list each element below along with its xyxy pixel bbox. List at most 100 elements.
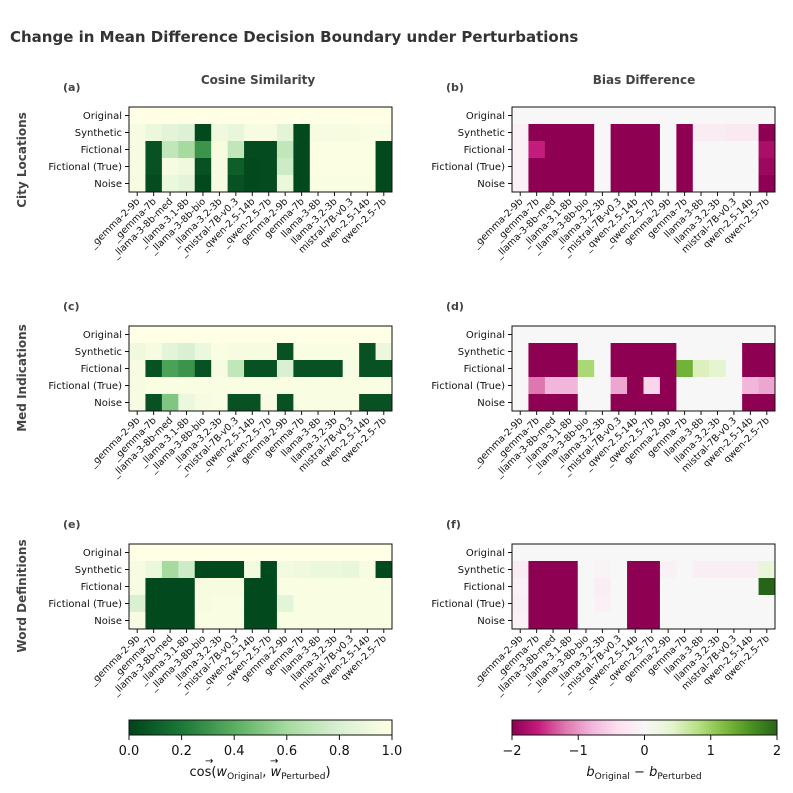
- heatmap-cell: [659, 377, 677, 395]
- heatmap-cell: [342, 124, 360, 142]
- bias-label-b1: b: [586, 765, 594, 780]
- heatmap-cell: [227, 578, 245, 596]
- heatmap-cell: [561, 377, 579, 395]
- heatmap-cell: [676, 326, 694, 344]
- heatmap-cell: [725, 343, 743, 361]
- heatmap-cell: [375, 578, 393, 596]
- heatmap-cell: [129, 394, 146, 412]
- heatmap-cell: [577, 175, 595, 193]
- heatmap-cell: [194, 578, 212, 596]
- heatmap-cell: [244, 612, 261, 630]
- heatmap-cell: [293, 124, 311, 142]
- heatmap-cell: [309, 326, 327, 344]
- heatmap-cell: [326, 360, 344, 378]
- column-title-bias: Bias Difference: [593, 73, 695, 87]
- heatmap-cell: [309, 343, 327, 361]
- heatmap-cell: [293, 360, 311, 378]
- y-tick-label: Noise: [477, 616, 505, 627]
- heatmap-cell: [610, 544, 628, 562]
- heatmap-cell: [742, 343, 759, 361]
- heatmap-cell: [260, 612, 278, 630]
- colorbar-cosine-ticks: 0.0 0.2 0.4 0.6 0.8 1.0: [119, 735, 403, 759]
- heatmap-cell: [577, 544, 595, 562]
- heatmap-cell: [342, 394, 360, 412]
- colorbar-cosine-label: cos(wOriginal, wPerturbed): [189, 765, 330, 782]
- heatmap-cell: [309, 360, 327, 378]
- heatmap-cell: [244, 141, 261, 159]
- y-tick-label: Fictional: [81, 364, 122, 375]
- heatmap-panel-d: (d) Original Synthetic Fictional Fictional (…: [431, 300, 776, 481]
- heatmap-cell: [244, 578, 261, 596]
- heatmap-cell: [194, 377, 212, 395]
- heatmap-cell: [692, 326, 710, 344]
- heatmap-cell: [375, 175, 393, 193]
- heatmap-cell: [161, 394, 179, 412]
- heatmap-cell: [512, 107, 529, 125]
- heatmap-cell: [244, 394, 261, 412]
- heatmap-cell: [742, 107, 759, 125]
- heatmap-cell: [528, 612, 546, 630]
- heatmap-cell: [309, 377, 327, 395]
- heatmap-cell: [244, 343, 261, 361]
- heatmap-cell: [244, 561, 261, 579]
- heatmap-cell: [194, 175, 212, 193]
- colorbar-tick-label: 1.0: [382, 744, 403, 759]
- heatmap-cell: [145, 343, 163, 361]
- heatmap-cell: [161, 326, 179, 344]
- heatmap-cell: [577, 578, 595, 596]
- heatmap-cell: [375, 394, 393, 412]
- heatmap-cell: [676, 612, 694, 630]
- panel-label: (e): [63, 518, 81, 531]
- y-tick-label: Fictional: [464, 364, 505, 375]
- heatmap-cell: [577, 343, 595, 361]
- heatmap-cell: [260, 394, 278, 412]
- heatmap-cell: [145, 107, 163, 125]
- heatmap-cell: [692, 561, 710, 579]
- y-tick-label: Original: [83, 548, 122, 559]
- colorbar-tick-label: 0.0: [119, 744, 140, 759]
- heatmap-cell: [129, 326, 146, 344]
- heatmap-cell: [359, 326, 376, 344]
- heatmap-cell: [742, 124, 759, 142]
- heatmap-cell: [227, 343, 245, 361]
- heatmap-cell: [211, 343, 229, 361]
- heatmap-cell: [276, 326, 294, 344]
- colorbar-tick-label: 0.8: [329, 744, 350, 759]
- y-tick-label: Original: [83, 330, 122, 341]
- heatmap-cell: [577, 360, 595, 378]
- heatmap-cell: [359, 141, 376, 159]
- heatmap-cell: [145, 595, 163, 613]
- heatmap-cell: [758, 612, 776, 630]
- heatmap-cell: [725, 377, 743, 395]
- heatmap-cell: [293, 595, 311, 613]
- heatmap-cell: [276, 360, 294, 378]
- heatmap-cell: [512, 394, 529, 412]
- heatmap-cell: [145, 360, 163, 378]
- bias-label-minus: −: [630, 765, 649, 780]
- panel-label: (a): [63, 81, 80, 94]
- heatmap-panel-f: (f) Original Synthetic Fictional Fictional (…: [431, 518, 776, 699]
- heatmap-cell: [627, 141, 644, 159]
- heatmap-cell: [627, 394, 644, 412]
- y-tick-label: Fictional: [464, 145, 505, 156]
- heatmap-cell: [326, 561, 344, 579]
- heatmap-cell: [145, 141, 163, 159]
- heatmap-cell: [276, 612, 294, 630]
- heatmap-cell: [627, 360, 644, 378]
- heatmap-cell: [326, 141, 344, 159]
- heatmap-cell: [129, 175, 146, 193]
- heatmap-cell: [309, 175, 327, 193]
- heatmap-cell: [129, 360, 146, 378]
- heatmap-cell: [161, 343, 179, 361]
- heatmap-cell: [145, 394, 163, 412]
- heatmap-cell: [161, 107, 179, 125]
- heatmap-cell: [326, 326, 344, 344]
- heatmap-cell: [627, 175, 644, 193]
- heatmap-cell: [676, 107, 694, 125]
- heatmap-cell: [643, 578, 661, 596]
- heatmap-cell: [227, 612, 245, 630]
- heatmap-cell: [594, 377, 612, 395]
- heatmap-cell: [610, 158, 628, 176]
- heatmap-cell: [544, 141, 562, 159]
- heatmap-cell: [178, 326, 196, 344]
